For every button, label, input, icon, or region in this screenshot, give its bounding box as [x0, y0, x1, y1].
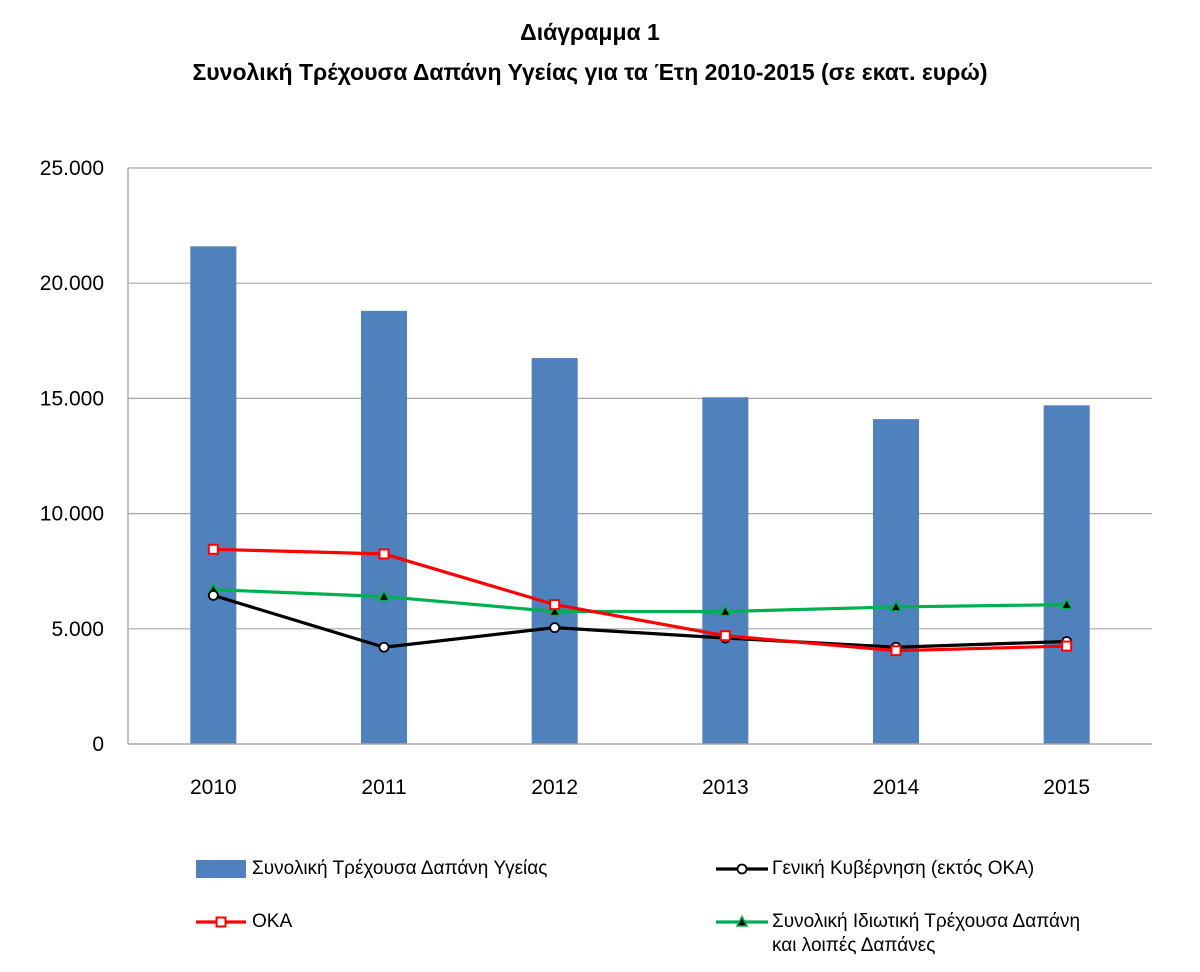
- point-private-2014: [889, 599, 903, 612]
- point-government-2010: [207, 589, 219, 601]
- bar-2010: [190, 246, 237, 744]
- legend-swatch-bars: [196, 860, 246, 878]
- bar-2012: [531, 358, 578, 744]
- chart-title: Διάγραμμα 1: [520, 19, 660, 45]
- x-tick-label: 2014: [873, 776, 920, 799]
- chart-subtitle: Συνολική Τρέχουσα Δαπάνη Υγείας για τα Έ…: [192, 59, 988, 85]
- point-oka-2011: [378, 548, 390, 560]
- chart-titles: Διάγραμμα 1 Συνολική Τρέχουσα Δαπάνη Υγε…: [0, 12, 1180, 92]
- point-oka-2013: [719, 630, 731, 642]
- point-private-2013: [719, 604, 732, 617]
- legend-marker-private: [735, 914, 749, 927]
- bar-2011: [361, 310, 407, 744]
- bar-2013: [702, 397, 749, 744]
- point-oka-2015: [1061, 640, 1073, 652]
- y-tick-label: 5.000: [51, 618, 104, 641]
- point-oka-2010: [207, 543, 219, 555]
- point-private-2011: [377, 589, 391, 602]
- x-tick-label: 2013: [702, 776, 749, 799]
- point-oka-2012: [549, 599, 561, 611]
- point-government-2011: [378, 641, 390, 653]
- y-tick-label: 25.000: [40, 157, 104, 180]
- point-oka-2014: [890, 645, 902, 657]
- legend-marker-oka: [215, 916, 227, 928]
- bar-2015: [1043, 405, 1090, 744]
- x-tick-label: 2012: [531, 776, 578, 799]
- bar-2014: [873, 419, 919, 744]
- point-private-2015: [1060, 597, 1073, 610]
- y-tick-label: 20.000: [40, 272, 104, 295]
- y-tick-label: 15.000: [40, 387, 104, 410]
- series-line-private: [213, 588, 1067, 614]
- y-tick-label: 0: [92, 733, 104, 756]
- legend-marker-government: [736, 863, 748, 875]
- y-tick-label: 10.000: [40, 503, 104, 526]
- point-private-2012: [548, 604, 561, 617]
- point-government-2012: [549, 622, 561, 634]
- x-tick-label: 2015: [1043, 776, 1090, 799]
- x-tick-label: 2011: [361, 776, 406, 799]
- series-line-oka: [213, 547, 1067, 653]
- x-tick-label: 2010: [190, 776, 237, 799]
- series-line-government: [212, 593, 1067, 649]
